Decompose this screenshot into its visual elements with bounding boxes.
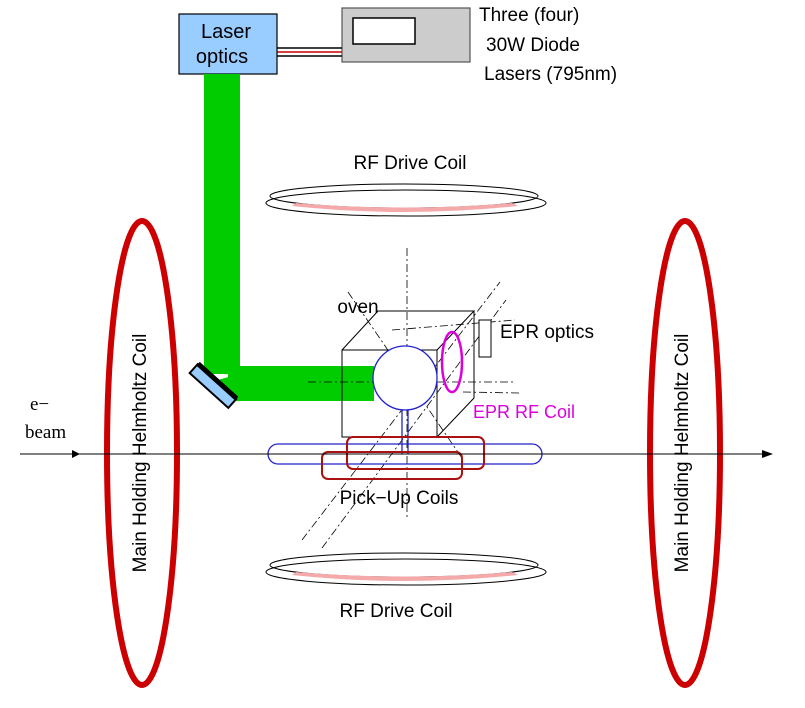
diode-label-line3: Lasers (795nm) bbox=[484, 64, 617, 85]
ebeam-label-line1: e− bbox=[30, 394, 49, 415]
diode-label-line1: Three (four) bbox=[479, 5, 579, 26]
mirror bbox=[188, 361, 239, 410]
electron-beam bbox=[20, 450, 773, 458]
diode-label-line2: 30W Diode bbox=[486, 35, 580, 56]
epr-rf-coil-label: EPR RF Coil bbox=[473, 402, 575, 422]
rf-drive-coil-bottom bbox=[265, 552, 547, 586]
rf-drive-coil-bottom-label: RF Drive Coil bbox=[340, 601, 453, 622]
epr-optics bbox=[478, 319, 492, 358]
diode-laser-box bbox=[341, 7, 471, 63]
pickup-coils bbox=[321, 436, 485, 480]
laser-beam bbox=[204, 74, 374, 401]
helmholtz-coil-left-label: Main Holding Helmholtz Coil bbox=[130, 334, 151, 573]
laser-optics-label-line1: Laser bbox=[201, 21, 251, 43]
helmholtz-coil-right-label: Main Holding Helmholtz Coil bbox=[672, 334, 693, 573]
laser-optics-box bbox=[178, 13, 278, 75]
laser-optics-label-line2: optics bbox=[196, 46, 248, 68]
rf-drive-coil-top-label: RF Drive Coil bbox=[354, 153, 467, 174]
epr-rf-coil bbox=[440, 330, 464, 394]
fiber-cable bbox=[277, 47, 342, 57]
rf-drive-coil-top bbox=[265, 183, 547, 217]
ebeam-label-line2: beam bbox=[25, 422, 66, 443]
epr-optics-label: EPR optics bbox=[500, 322, 594, 343]
oven-label: oven bbox=[337, 297, 378, 318]
pickup-coils-label: Pick−Up Coils bbox=[340, 488, 459, 509]
helmholtz-coil-right bbox=[647, 218, 723, 688]
helmholtz-coil-left bbox=[104, 218, 180, 688]
